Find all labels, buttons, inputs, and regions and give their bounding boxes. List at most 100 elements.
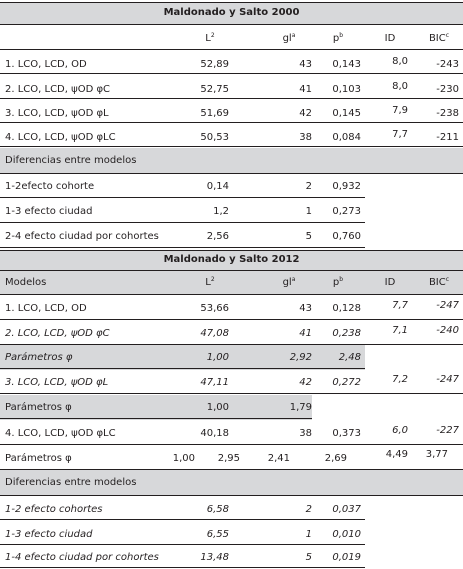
table2-diff-2-name-text: 1-3 efecto ciudad: [5, 529, 93, 540]
table1-row-2-p-text: 0,103: [332, 84, 361, 95]
table1-row-2-gl-text: 41: [299, 84, 312, 95]
table2-row-4-gl: 42: [266, 377, 312, 389]
table1-header-id-text: ID: [384, 33, 396, 44]
row-divider: [0, 567, 365, 568]
table2-row-6-bic: -227: [418, 425, 459, 437]
table1-header-gl-sup: a: [291, 32, 296, 39]
table2-row-1-bic: -247: [418, 300, 459, 312]
table2-top-rule: [0, 250, 463, 251]
table2-title-text: Maldonado y Salto 2012: [163, 254, 300, 265]
table2-row-5-gl: 1,79: [266, 402, 312, 414]
row-divider: [0, 247, 365, 248]
table1-row-4-name-text: 4. LCO, LCD, ψOD φLC: [5, 132, 116, 143]
table2-row-6-p: 0,373: [315, 428, 361, 440]
table1-diff-3-l2: 2,56: [190, 231, 229, 243]
table2-diff-3-gl: 5: [266, 552, 312, 564]
table2-row-2-gl: 41: [266, 328, 312, 340]
table1-title-bar: [0, 2, 463, 24]
table1-row-1-p-text: 0,143: [332, 59, 361, 70]
table1-diff-1-name: 1-2efecto cohorte: [5, 181, 185, 193]
table1-row-1-l2-text: 52,89: [200, 59, 229, 70]
table2-row-2-bic: -240: [418, 325, 459, 337]
table2-row-1-bic-text: -247: [436, 300, 459, 311]
table2-diff-2-gl: 1: [266, 529, 312, 541]
table2-diff-3-p-text: 0,019: [332, 552, 361, 563]
row-divider: [0, 319, 463, 320]
table1-row-3-p: 0,145: [315, 108, 361, 120]
row-divider: [0, 368, 365, 369]
table1-diff-2-p: 0,273: [315, 206, 361, 218]
table1-row-1-name: 1. LCO, LCD, OD: [5, 59, 185, 71]
table1-header-id: ID: [365, 33, 415, 45]
table1-row-4-gl-text: 38: [299, 132, 312, 143]
table2-row-5-gl-text: 1,79: [289, 402, 312, 413]
table2-row-7-l2a: 1,00: [150, 453, 195, 465]
row-divider: [0, 544, 365, 545]
table1-header-bic-sup: c: [445, 32, 450, 39]
table2-header-id-text: ID: [384, 277, 396, 288]
table1-header-gl-text: gl: [282, 33, 292, 44]
table1-diff-2-name-text: 1-3 efecto ciudad: [5, 206, 93, 217]
table2-row-7-bic: 3,77: [418, 449, 448, 461]
row-divider: [0, 146, 463, 147]
table2-row-2-l2: 47,08: [190, 328, 229, 340]
table1-row-1-bic: -243: [418, 59, 459, 71]
table1-diff-1-l2: 0,14: [190, 181, 229, 193]
table1-row-2-name: 2. LCO, LCD, ψOD φC: [5, 84, 185, 96]
table2-row-6-l2: 40,18: [190, 428, 229, 440]
table2-diff-2-name: 1-3 efecto ciudad: [5, 529, 185, 541]
table2-row-4-l2: 47,11: [190, 377, 229, 389]
table2-row-4-name: 3. LCO, LCD, ψOD φL: [5, 377, 185, 389]
row-divider: [0, 393, 463, 394]
table2-row-4-gl-text: 42: [299, 377, 312, 388]
table2-row-7-p: 2,69: [300, 453, 347, 465]
table2-diff-3-name-text: 1-4 efecto ciudad por cohortes: [5, 552, 159, 563]
row-divider: [0, 294, 463, 295]
table1-header-l2: L2: [185, 33, 235, 45]
table2-row-5-name: Parámetros φ: [5, 402, 185, 414]
table1-row-2-l2-text: 52,75: [200, 84, 229, 95]
table1-row-4-bic: -211: [418, 132, 459, 144]
row-divider: [0, 222, 365, 223]
table1-row-4-l2-text: 50,53: [200, 132, 229, 143]
table1-diff-3-name-text: 2-4 efecto ciudad por cohortes: [5, 231, 159, 242]
table1-row-4-id-text: 7,7: [392, 129, 408, 140]
table1-row-1-gl-text: 43: [299, 59, 312, 70]
table2-row-4-id-text: 7,2: [392, 374, 408, 385]
table2-diff-2-p-text: 0,010: [332, 529, 361, 540]
row-divider: [0, 495, 463, 496]
table2-row-4-l2-text: 47,11: [200, 377, 229, 388]
table1-row-2-bic-text: -230: [436, 84, 459, 95]
table2-header-l2-sup: 2: [210, 276, 215, 283]
table2-title-bar: [0, 250, 463, 270]
row-divider: [0, 270, 463, 271]
table1-diff-1-l2-text: 0,14: [206, 181, 229, 192]
table2-row-4-bic-text: -247: [436, 374, 459, 385]
table2-row-2-id-text: 7,1: [392, 325, 408, 336]
table2-header-l2-text: L: [205, 277, 211, 288]
table1-row-1-p: 0,143: [315, 59, 361, 71]
table2-row-3-gl: 2,92: [266, 352, 312, 364]
table2-row-5-name-text: Parámetros φ: [5, 402, 72, 413]
table1-diff-1-p: 0,932: [315, 181, 361, 193]
table2-row-1-p: 0,128: [315, 303, 361, 315]
table1-diff-2-gl-text: 1: [305, 206, 312, 217]
table1-top-rule: [0, 2, 463, 3]
table1-diff-1-p-text: 0,932: [332, 181, 361, 192]
table2-diff-1-p-text: 0,037: [332, 504, 361, 515]
table2-row-2-name-text: 2. LCO, LCD, ψOD φC: [5, 328, 110, 339]
table2-row-1-name-text: 1. LCO, LCD, OD: [5, 303, 87, 314]
table2-row-1-l2: 53,66: [190, 303, 229, 315]
table2-row-6-id: 6,0: [370, 425, 408, 437]
table2-params-shade-2: [0, 345, 365, 370]
table2-header-l2: L2: [185, 277, 235, 289]
table2-diff-3-name: 1-4 efecto ciudad por cohortes: [5, 552, 185, 564]
table2-diff-1-l2: 6,58: [190, 504, 229, 516]
table1-row-3-name: 3. LCO, LCD, ψOD φL: [5, 108, 185, 120]
table2-row-7-p-text: 2,69: [324, 453, 347, 464]
table2-row-6-name-text: 4. LCO, LCD, ψOD φLC: [5, 428, 116, 439]
table2-diff-1-name: 1-2 efecto cohortes: [5, 504, 185, 516]
table2-diff-1-gl: 2: [266, 504, 312, 516]
table2-row-6-id-text: 6,0: [392, 425, 408, 436]
